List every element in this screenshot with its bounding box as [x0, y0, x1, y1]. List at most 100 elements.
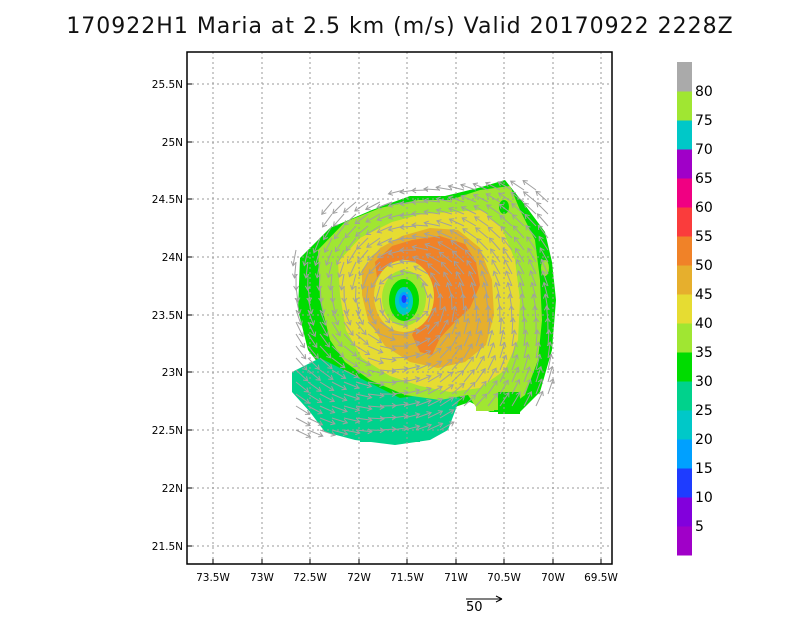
- wind-vector: [355, 393, 372, 399]
- wind-vector: [430, 272, 441, 287]
- wind-vector-head: [337, 341, 343, 348]
- wind-vector: [355, 333, 369, 345]
- wind-vector: [499, 392, 510, 407]
- colorbar-label: 20: [695, 432, 713, 448]
- wind-vector-head: [388, 326, 395, 332]
- wind-vector-head: [542, 281, 548, 288]
- wind-vector-head: [502, 247, 508, 254]
- wind-vector: [343, 213, 357, 226]
- wind-vector: [538, 236, 549, 251]
- wind-vector: [356, 237, 369, 250]
- wind-vector: [510, 180, 525, 191]
- x-tick-label: 73.5W: [196, 572, 230, 584]
- wind-vector: [319, 357, 333, 369]
- wind-vector-head: [354, 206, 360, 212]
- wind-vector-head: [324, 260, 331, 266]
- wind-vector: [415, 399, 432, 407]
- wind-vector: [295, 345, 307, 360]
- colorbar-swatch: [677, 439, 692, 469]
- wind-vector: [391, 368, 409, 371]
- wind-vector-head: [462, 305, 469, 311]
- wind-vector: [424, 211, 441, 215]
- wind-vector: [415, 375, 431, 383]
- wind-vector-head: [493, 281, 500, 288]
- wind-vector: [399, 237, 417, 240]
- wind-vector-head: [385, 318, 391, 324]
- wind-vector: [365, 285, 369, 302]
- wind-vector-head: [374, 328, 381, 334]
- wind-vector-head: [448, 206, 454, 213]
- wind-vector-head: [303, 387, 310, 393]
- wind-vector-head: [485, 193, 491, 199]
- y-tick-label: 24.5N: [152, 194, 183, 206]
- wind-vector-head: [350, 340, 356, 347]
- wind-vector-head: [462, 228, 468, 234]
- wind-vector-head: [496, 305, 503, 311]
- wind-vector: [523, 317, 525, 335]
- wind-vector-head: [464, 317, 471, 324]
- wind-vector: [424, 199, 441, 203]
- wind-vector-head: [445, 281, 452, 288]
- wind-vector-head: [304, 398, 310, 404]
- wind-vector: [379, 297, 384, 314]
- wind-vector: [547, 354, 552, 371]
- wind-vector: [427, 307, 437, 323]
- wind-vector: [463, 239, 477, 251]
- wind-vector-head: [443, 319, 449, 325]
- wind-vector-head: [368, 268, 374, 275]
- wind-vector-head: [458, 370, 465, 376]
- wind-vector-head: [399, 268, 405, 275]
- wind-vector: [295, 321, 304, 337]
- wind-vector: [466, 260, 477, 275]
- wind-vector-head: [376, 215, 382, 222]
- wind-vector: [378, 261, 393, 271]
- wind-vector: [497, 181, 513, 191]
- wind-vector: [375, 285, 381, 302]
- wind-vector: [451, 357, 463, 371]
- wind-vector-head: [451, 250, 458, 256]
- wind-vector-head: [301, 354, 307, 360]
- wind-vector: [515, 248, 525, 263]
- wind-vector: [487, 215, 501, 227]
- wind-vector: [543, 282, 549, 299]
- wind-vector-head: [333, 320, 340, 326]
- wind-vector: [439, 306, 446, 323]
- wind-vector-head: [548, 365, 555, 372]
- wind-vector-head: [498, 203, 505, 209]
- wind-vector-head: [455, 331, 461, 337]
- wind-vector: [487, 367, 497, 383]
- wind-vector: [451, 306, 456, 323]
- colorbar-label: 80: [695, 84, 713, 100]
- wind-vector-head: [379, 404, 385, 410]
- latitude-tick-labels: 25.5N 25N 24.5N 24N 23.5N 23N 22.5N 22N 21.5N: [152, 79, 192, 553]
- wind-vector: [316, 261, 321, 278]
- wind-vector: [475, 355, 485, 371]
- wind-vector: [485, 193, 501, 203]
- wind-vector: [487, 318, 491, 335]
- wind-vector: [499, 318, 502, 335]
- wind-vector: [344, 225, 357, 239]
- wind-vector: [319, 405, 335, 414]
- wind-vector: [507, 282, 513, 299]
- colorbar-label: 15: [695, 461, 713, 477]
- wind-vector: [295, 381, 309, 393]
- wind-vector: [475, 343, 484, 359]
- colorbar-swatch: [677, 91, 692, 121]
- wind-vector: [512, 214, 525, 227]
- wind-vector: [295, 309, 302, 326]
- wind-vector-head: [414, 400, 421, 406]
- wind-vector-head: [350, 284, 356, 291]
- wind-vector: [416, 274, 429, 287]
- wind-vector: [427, 422, 443, 431]
- wind-vector-head: [487, 226, 493, 232]
- wind-vector-head: [322, 222, 328, 228]
- wind-vector: [436, 209, 453, 215]
- wind-vector: [499, 367, 508, 383]
- wind-vector: [368, 261, 381, 274]
- wind-vector-head: [512, 225, 519, 231]
- wind-vector: [502, 248, 513, 263]
- wind-vector-head: [399, 188, 405, 195]
- wind-vector-head: [399, 224, 405, 230]
- wind-vector-head: [521, 317, 528, 323]
- wind-vector-head: [312, 342, 318, 349]
